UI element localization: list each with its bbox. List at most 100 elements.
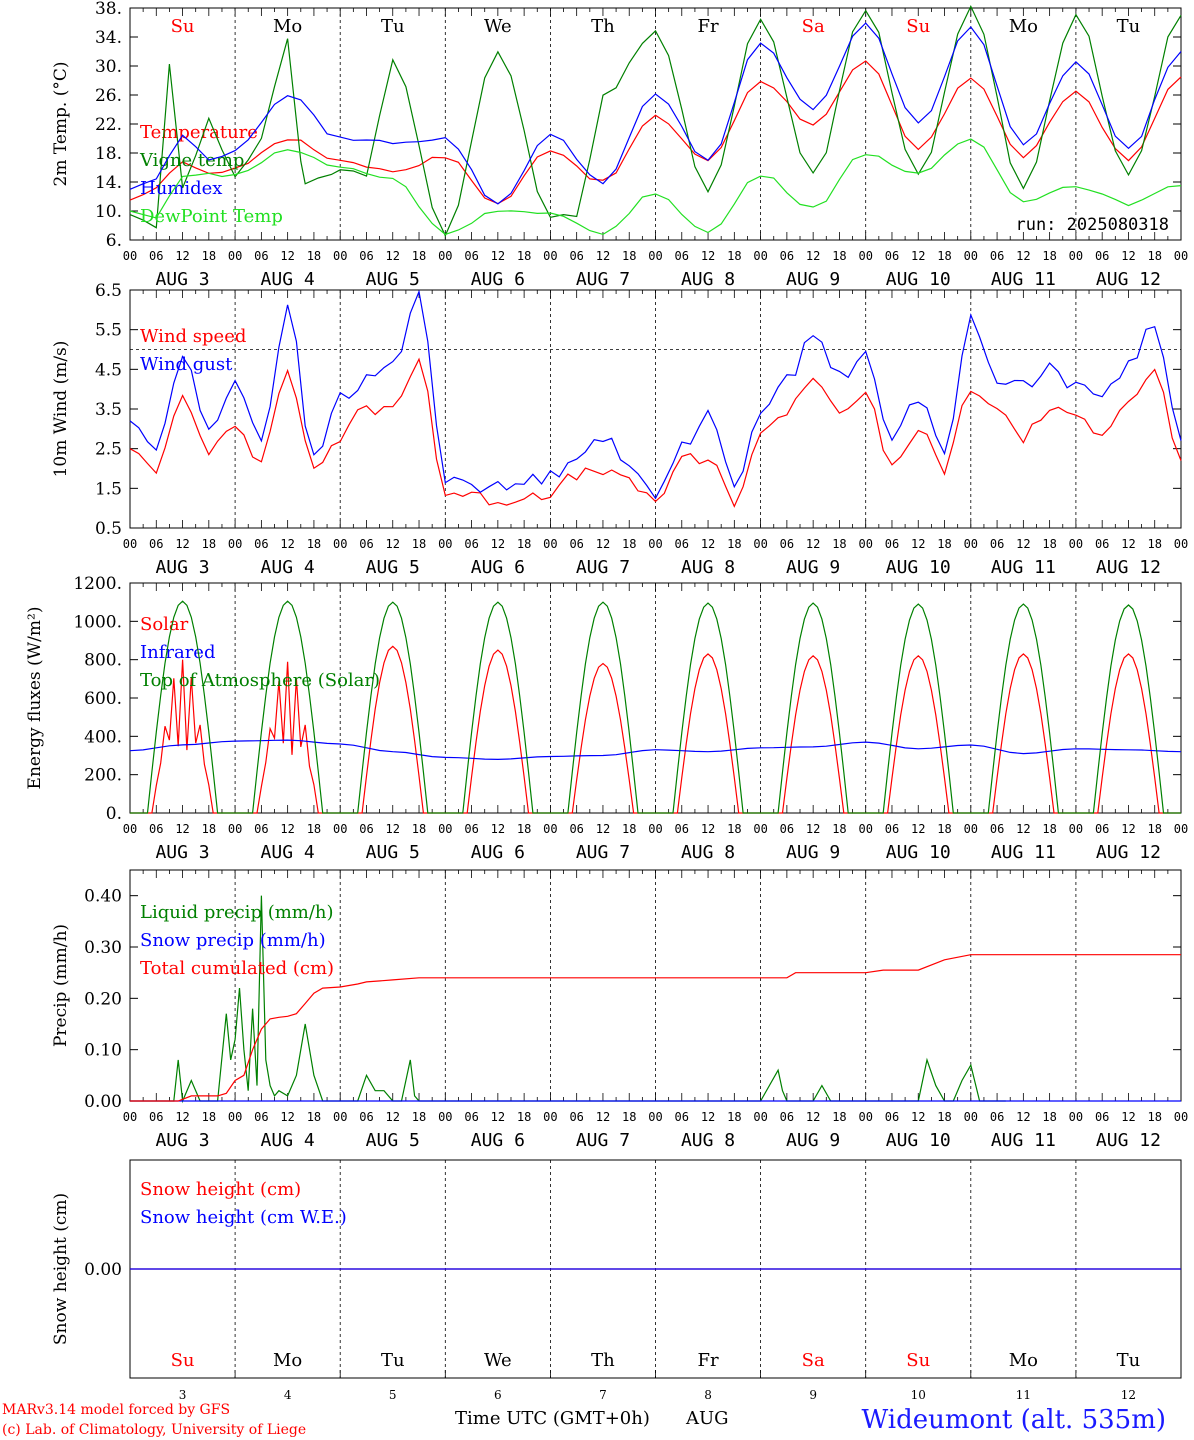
hour-label: 12 [1121,822,1135,836]
hour-label: 12 [386,1110,400,1124]
hour-label: 18 [1147,822,1161,836]
date-label: AUG 12 [1096,557,1161,578]
y-tick-label: 0.20 [84,989,122,1009]
date-label: AUG 11 [991,557,1056,578]
hour-label: 00 [228,822,242,836]
hour-label: 06 [1095,822,1109,836]
hour-label: 18 [622,249,636,263]
run-annotation: run: 2025080318 [1015,215,1169,235]
hour-label: 12 [1121,249,1135,263]
day-number-label: 7 [599,1388,607,1402]
hour-label: 12 [386,822,400,836]
hour-label: 12 [1121,537,1135,551]
hour-label: 12 [596,537,610,551]
hour-label: 18 [937,1110,951,1124]
y-tick-label: 26. [95,86,122,106]
hour-label: 00 [543,537,557,551]
date-label: AUG 10 [886,269,951,290]
date-label: AUG 6 [471,1130,525,1151]
hour-label: 12 [596,249,610,263]
date-label: AUG 8 [681,557,735,578]
hour-label: 00 [648,1110,662,1124]
hour-label: 12 [491,249,505,263]
hour-label: 00 [438,822,452,836]
legend-entry: Humidex [140,178,222,199]
lab-credit: (c) Lab. of Climatology, University of L… [2,1422,306,1438]
hour-label: 06 [254,822,268,836]
series-wind-gust [129,289,1182,500]
hour-label: 00 [228,249,242,263]
hour-label: 06 [990,537,1004,551]
hour-label: 12 [701,822,715,836]
hour-label: 06 [885,822,899,836]
hour-label: 00 [123,249,137,263]
hour-label: 06 [569,822,583,836]
weekday-label: Su [906,16,930,37]
hour-label: 18 [412,1110,426,1124]
weekday-label: Tu [1117,1350,1141,1371]
legend-entry: Temperature [140,122,258,143]
hour-label: 06 [149,1110,163,1124]
series-wind-speed [129,357,1182,508]
hour-label: 18 [1147,249,1161,263]
y-tick-label: 0.5 [95,519,122,539]
hour-label: 00 [753,537,767,551]
x-axis-label: Time UTC (GMT+0h) [455,1408,650,1429]
panel-5: 0.00 Snow height (cm) Su Mo Tu We Th Fr Sa Su Mo Tu… [51,1159,1182,1402]
hour-label: 00 [543,1110,557,1124]
hour-label: 12 [1016,822,1030,836]
hour-label: 12 [596,1110,610,1124]
hour-label: 12 [701,537,715,551]
hour-label: 12 [701,249,715,263]
y-tick-label: 0.40 [84,887,122,907]
series-dewpoint-temp [129,138,1182,236]
y-tick-label: 3.5 [95,400,122,420]
hour-label: 12 [806,1110,820,1124]
hour-label: 00 [858,822,872,836]
y-tick-label: 5.5 [95,321,122,341]
y-tick-label: 30. [95,57,122,77]
date-label: AUG 12 [1096,1130,1161,1151]
hour-label: 18 [202,822,216,836]
y-tick-label: 6. [106,231,122,251]
date-label: AUG 8 [681,842,735,863]
x-axis-month: AUG [685,1408,729,1429]
date-label: AUG 3 [155,1130,209,1151]
y-tick-label: 800. [84,651,122,671]
date-label: AUG 3 [155,269,209,290]
hour-label: 06 [1095,1110,1109,1124]
legend-entry: Infrared [140,642,215,663]
hour-label: 12 [701,1110,715,1124]
hour-label: 12 [491,537,505,551]
hour-label: 12 [491,822,505,836]
hour-label: 00 [543,822,557,836]
y-tick-label: 200. [84,766,122,786]
series-temperature [129,60,1182,205]
series-liquid-precip-mm-h- [130,895,1006,1104]
hour-label: 12 [386,249,400,263]
hour-label: 18 [832,537,846,551]
hour-label: 06 [990,1110,1004,1124]
y-tick-label: 0.30 [84,938,122,958]
hour-label: 12 [596,822,610,836]
y-tick-label: 0.00 [84,1092,122,1112]
series-humidex [129,22,1182,205]
hour-label: 12 [280,537,294,551]
weekday-label: Fr [698,16,719,37]
date-label: AUG 6 [471,842,525,863]
hour-label: 18 [307,249,321,263]
date-label: AUG 5 [366,557,420,578]
hour-label: 12 [806,822,820,836]
hour-label: 00 [1069,249,1083,263]
hour-label: 00 [858,249,872,263]
hour-label: 18 [412,249,426,263]
weekday-label: Su [171,1350,195,1371]
hour-label: 18 [1042,1110,1056,1124]
hour-label: 06 [359,1110,373,1124]
y-tick-label: 22. [95,115,122,135]
y-tick-label: 0.10 [84,1041,122,1061]
hour-label: 18 [727,1110,741,1124]
hour-label: 18 [832,1110,846,1124]
hour-label: 12 [1121,1110,1135,1124]
hour-label: 12 [911,537,925,551]
